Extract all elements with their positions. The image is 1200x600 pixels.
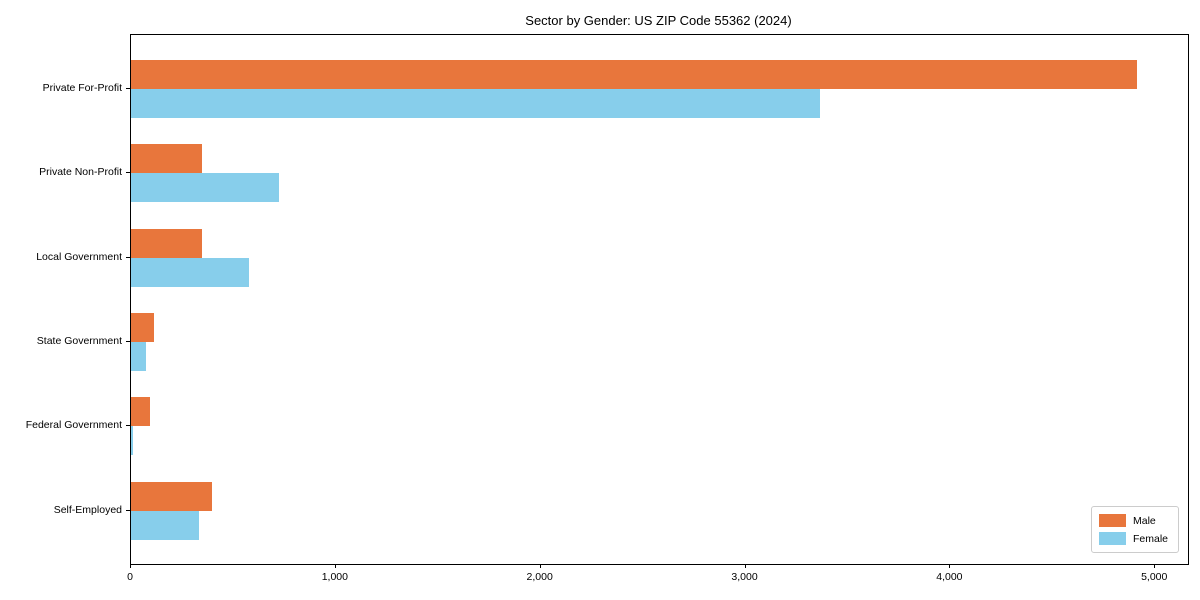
x-axis-tick xyxy=(744,564,746,568)
legend-item-male: Male xyxy=(1099,514,1171,527)
plot-area xyxy=(130,34,1189,565)
x-axis-tick-label: 3,000 xyxy=(731,571,758,583)
x-axis-tick xyxy=(130,564,131,568)
y-axis-tick xyxy=(126,509,130,511)
x-axis-tick xyxy=(334,564,336,568)
x-axis-tick-label: 2,000 xyxy=(526,571,553,583)
x-axis-tick xyxy=(539,564,541,568)
bar-female-3 xyxy=(131,341,146,371)
x-axis-tick-label: 4,000 xyxy=(936,571,963,583)
legend-item-female: Female xyxy=(1099,532,1171,545)
bar-female-0 xyxy=(131,89,820,118)
y-axis-label: Private Non-Profit xyxy=(39,166,122,179)
bar-male-1 xyxy=(131,144,203,174)
chart-title: Sector by Gender: US ZIP Code 55362 (202… xyxy=(525,13,792,28)
x-axis-tick-label: 5,000 xyxy=(1141,571,1168,583)
bar-male-0 xyxy=(131,60,1137,89)
y-axis-label: Local Government xyxy=(36,250,122,263)
y-axis-label: State Government xyxy=(36,334,122,347)
bar-female-5 xyxy=(131,510,200,540)
x-axis-tick xyxy=(1154,564,1156,568)
x-axis-tick-label: 1,000 xyxy=(321,571,348,583)
bar-female-4 xyxy=(131,426,134,456)
female-color-swatch xyxy=(1099,532,1126,545)
y-axis-tick xyxy=(126,256,130,258)
bar-female-2 xyxy=(131,257,250,287)
y-axis-tick xyxy=(126,88,130,89)
bar-male-3 xyxy=(131,312,155,342)
y-axis-tick xyxy=(126,172,130,174)
y-axis-label: Private For-Profit xyxy=(42,82,122,94)
male-color-swatch xyxy=(1099,514,1126,527)
legend: Male Female xyxy=(1091,506,1179,553)
bar-male-4 xyxy=(131,397,151,427)
bar-female-1 xyxy=(131,173,279,203)
bar-male-5 xyxy=(131,481,212,511)
y-axis-tick xyxy=(126,340,130,342)
y-axis-tick xyxy=(126,425,130,427)
y-axis-label: Federal Government xyxy=(25,419,122,432)
x-axis-tick-label: 0 xyxy=(127,571,133,583)
legend-label-male: Male xyxy=(1133,514,1156,527)
bar-male-2 xyxy=(131,228,203,258)
x-axis-tick xyxy=(949,564,951,568)
legend-label-female: Female xyxy=(1133,532,1169,545)
y-axis-label: Self-Employed xyxy=(53,503,122,516)
